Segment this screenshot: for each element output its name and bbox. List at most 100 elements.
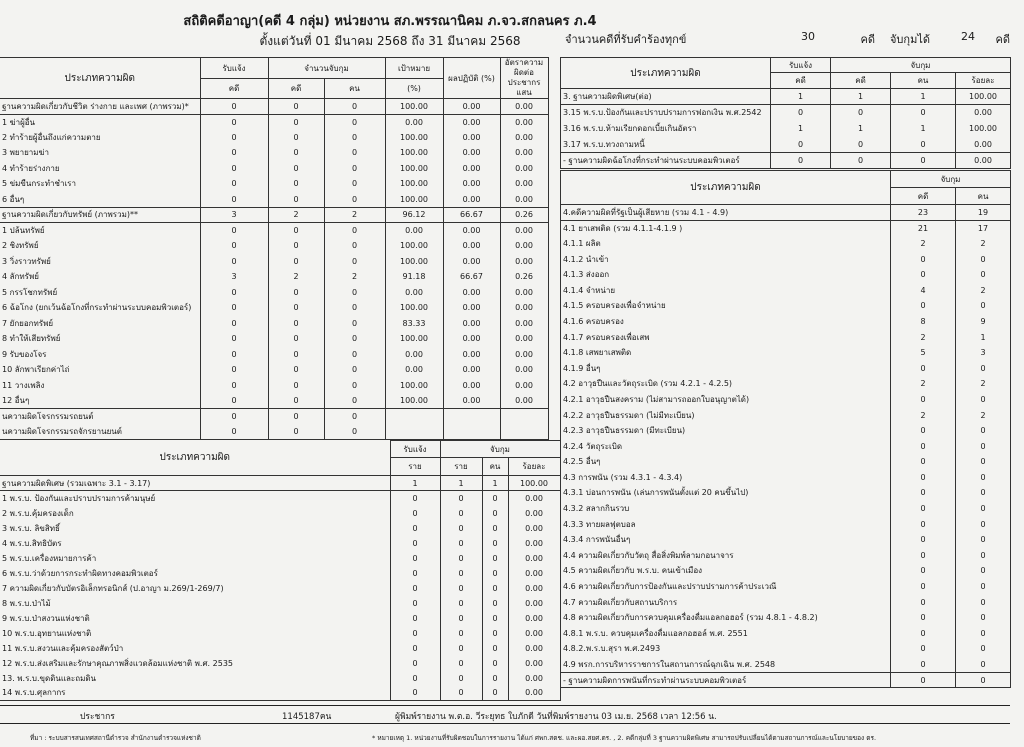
col-type: ประเภทความผิด: [0, 57, 201, 99]
offense-type-cell: 3.16 พ.ร.บ.ห้ามเรียกดอกเบี้ยเกินอัตรา: [560, 120, 771, 137]
table-row: 4.6 ความผิดเกี่ยวกับการป้องกันและปราบปรา…: [560, 578, 1012, 595]
offense-type-cell: 4.1 ยาเสพติด (รวม 4.1.1-4.1.9 ): [560, 219, 891, 236]
value-cell: 0: [199, 160, 269, 176]
value-cell: 0: [890, 422, 956, 439]
offense-type-cell: 4.2.3 อาวุธปืนธรรมดา (มีทะเบียน): [560, 422, 891, 439]
value-cell: 0.00: [507, 535, 561, 551]
value-cell: 0.00: [442, 253, 501, 269]
value-cell: 9: [954, 313, 1012, 330]
offense-type-cell: 4.8 ความผิดเกี่ยวกับการควบคุมเครื่องดื่ม…: [560, 609, 891, 626]
value-cell: 0: [890, 625, 956, 642]
value-cell: 0: [439, 550, 483, 566]
table-row: นความผิดโจรกรรมรถจักรยานยนต์ 0 0 0: [0, 424, 549, 440]
report-title: สถิติคดีอาญา(คดี 4 กลุ่ม) หน่วยงาน สภ.พร…: [183, 14, 597, 29]
value-cell: 0.00: [955, 104, 1011, 121]
value-cell: 0.00: [442, 377, 501, 393]
value-cell: 0: [199, 284, 269, 300]
value-cell: 0: [267, 331, 325, 347]
population-label: ประชากร: [80, 712, 115, 722]
col-arrested: จำนวนจับกุม: [267, 56, 386, 80]
value-cell: 1: [439, 475, 483, 491]
col-case: คดี: [890, 187, 956, 205]
value-cell: 0: [954, 298, 1012, 314]
value-cell: 0: [267, 346, 325, 362]
population-row: ประชากร 1145187คน ผู้พิมพ์รายงาน พ.ต.อ. …: [0, 705, 1010, 724]
table-row: 4.9 พรก.การบริหารราชการในสถานการณ์ฉุกเฉิ…: [560, 656, 1012, 673]
value-cell: 0: [199, 145, 269, 161]
value-cell: 0: [890, 251, 956, 267]
value-cell: 0: [954, 671, 1012, 689]
value-cell: 0.00: [507, 610, 561, 626]
value-cell: 0.00: [442, 160, 501, 176]
value-cell: 0: [267, 300, 325, 316]
offense-type-cell: 4.2.4 วัตถุระเบิด: [560, 438, 891, 454]
value-cell: 0.26: [499, 206, 549, 223]
table-row: 8 พ.ร.บ.ป่าไม้ 0 0 0 0.00: [0, 595, 561, 611]
table-row: 3 วิ่งราวทรัพย์ 0 0 0 100.00 0.00 0.00: [0, 253, 549, 269]
value-cell: 0: [267, 408, 325, 424]
table-row: 4.1.4 จำหน่าย 4 2: [560, 282, 1012, 299]
value-cell: 0: [199, 346, 269, 362]
table-row: 4 ลักทรัพย์ 3 2 2 91.18 66.67 0.26: [0, 269, 549, 285]
table-row: 4.3.1 บ่อนการพนัน (เล่นการพนันตั้งแต่ 20…: [560, 485, 1012, 501]
value-cell: 0: [199, 113, 269, 130]
value-cell: 0: [199, 300, 269, 316]
value-cell: 0: [199, 393, 269, 409]
value-cell: 66.67: [442, 269, 501, 285]
offense-type-cell: 5 พ.ร.บ.เครื่องหมายการค้า: [0, 550, 391, 566]
table-row: 5 พ.ร.บ.เครื่องหมายการค้า 0 0 0 0.00: [0, 550, 561, 566]
value-cell: 0.00: [499, 362, 549, 378]
value-cell: 83.33: [384, 315, 444, 331]
value-cell: 0.00: [499, 160, 549, 176]
report-period: ตั้งแต่วันที่ 01 มีนาคม 2568 ถึง 31 มีนา…: [259, 34, 521, 48]
offense-type-cell: 4.1.4 จำหน่าย: [560, 282, 891, 299]
offense-type-cell: 8 ทำให้เสียทรัพย์: [0, 331, 201, 347]
source-note: ที่มา : ระบบสารสนเทศสถานีตำรวจ สำนักงานต…: [30, 734, 201, 742]
table-row: 11 พ.ร.บ.สงวนและคุ้มครองสัตว์ป่า 0 0 0 0.00: [0, 640, 561, 656]
value-cell: 0: [481, 595, 509, 611]
offense-type-cell: 4.3.3 ทายผลฟุตบอล: [560, 516, 891, 532]
offense-type-cell: 7 ยักยอกทรัพย์: [0, 315, 201, 331]
col-arrested: จับกุม: [889, 170, 1012, 188]
offense-type-cell: 4.3.4 การพนันอื่นๆ: [560, 531, 891, 548]
value-cell: 0: [481, 490, 509, 506]
table-row: 5 กรรโชกทรัพย์ 0 0 0 0.00 0.00 0.00: [0, 284, 549, 300]
value-cell: 0.00: [442, 331, 501, 347]
offense-type-cell: 4.3.2 สลากกินรวบ: [560, 500, 891, 517]
table-row: 3.15 พ.ร.บ.ป้องกันและปราบปรามการฟอกเงิน …: [560, 104, 1011, 121]
value-cell: 2: [323, 206, 386, 223]
value-cell: 0: [323, 238, 386, 254]
value-cell: 0: [389, 535, 441, 551]
table-row: 9 รับของโจร 0 0 0 0.00 0.00 0.00: [0, 346, 549, 362]
value-cell: 0: [481, 610, 509, 626]
offense-type-cell: 4.2.1 อาวุธปืนสงคราม (ไม่สามารถออกใบอนุญ…: [560, 391, 891, 408]
offense-type-cell: 4.1.3 ส่งออก: [560, 266, 891, 283]
value-cell: 100.00: [384, 145, 444, 161]
col-reported-case: คดี: [199, 78, 269, 99]
value-cell: 0.00: [442, 300, 501, 316]
offense-type-cell: 4.1.8 เสพยาเสพติด: [560, 344, 891, 361]
table-row: 10 ลักพาเรียกค่าไถ่ 0 0 0 0.00 0.00 0.00: [0, 362, 549, 378]
value-cell: 0: [890, 609, 956, 626]
value-cell: 0.00: [442, 222, 501, 238]
value-cell: 0: [890, 485, 956, 501]
table-row: 8 ทำให้เสียทรัพย์ 0 0 0 100.00 0.00 0.00: [0, 331, 549, 347]
value-cell: [384, 408, 444, 424]
value-cell: 0: [890, 391, 956, 408]
value-cell: 0: [954, 656, 1012, 673]
value-cell: 0: [267, 113, 325, 130]
value-cell: 0: [267, 145, 325, 161]
population-value: 1145187คน: [282, 712, 332, 722]
value-cell: 0: [481, 580, 509, 596]
value-cell: 2: [267, 206, 325, 223]
table-row: 4.7 ความผิดเกี่ยวกับสถานบริการ 0 0: [560, 594, 1012, 610]
value-cell: 0.00: [507, 505, 561, 521]
value-cell: 0.00: [442, 98, 501, 115]
value-cell: 0: [267, 377, 325, 393]
value-cell: 0.00: [507, 625, 561, 641]
col-arrested: จับกุม: [439, 440, 561, 458]
complaints-label: จำนวนคดีที่รับคำร้องทุกข์: [565, 33, 687, 46]
value-cell: 100.00: [384, 129, 444, 145]
value-cell: 0: [890, 104, 956, 121]
table-row: 11 วางเพลิง 0 0 0 100.00 0.00 0.00: [0, 377, 549, 393]
